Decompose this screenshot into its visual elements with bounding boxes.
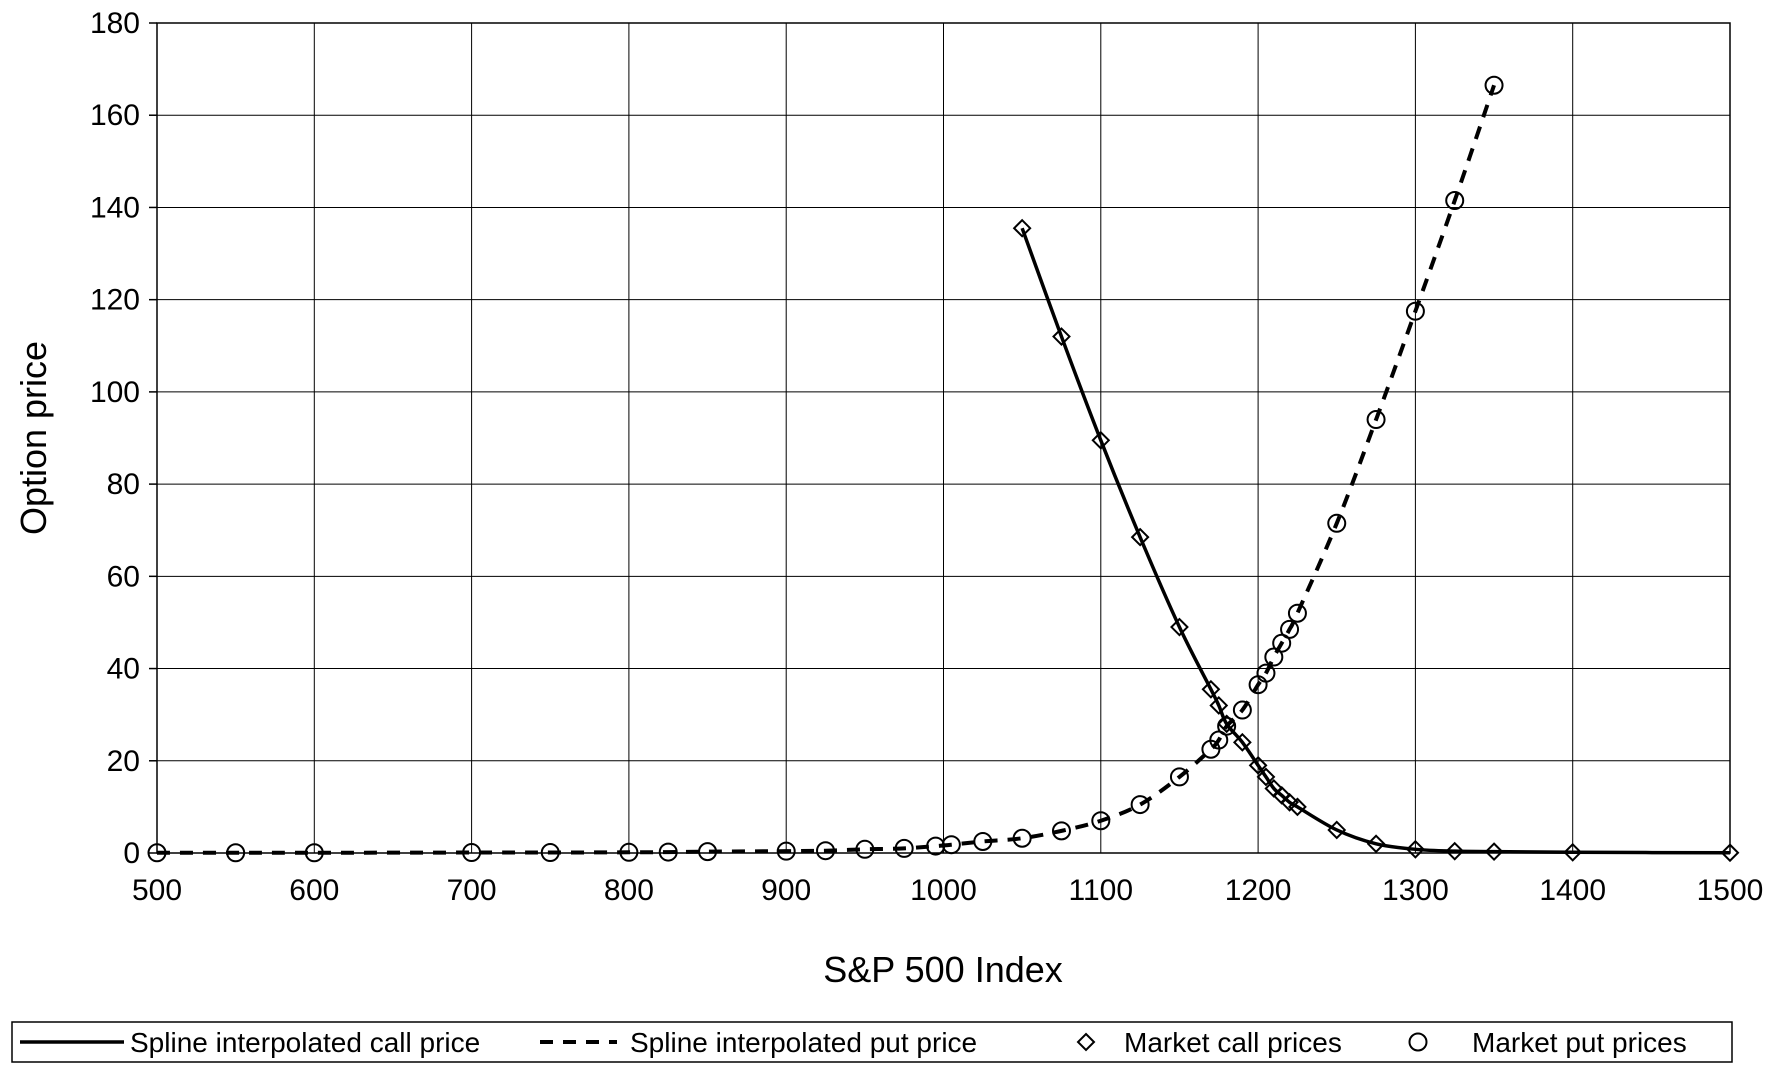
market-call-price-point — [1232, 732, 1252, 752]
market-call-price-point — [1170, 617, 1189, 637]
market-put-price-point — [1217, 716, 1237, 736]
market-call-price-point — [1563, 842, 1583, 862]
y-tick-label: 160 — [90, 99, 140, 132]
market-put-price-point — [1280, 619, 1300, 639]
market-put-price-point — [1327, 513, 1347, 533]
market-put-price-point — [1232, 700, 1252, 720]
market-call-price-point — [1445, 841, 1465, 861]
market-put-price-point — [1051, 821, 1071, 841]
market-put-price-point — [658, 842, 678, 862]
tick-labels: 500 600 700 800 900 1000 1100 1200 1300 1400 1500 0… — [90, 7, 1763, 907]
market-put-price-point — [1012, 828, 1032, 848]
x-tick-label: 1300 — [1382, 874, 1449, 907]
market-call-price-point — [1217, 714, 1237, 734]
x-tick-label: 800 — [604, 874, 654, 907]
market-put-price-point — [1366, 410, 1386, 430]
x-axis-title: S&P 500 Index — [823, 949, 1063, 990]
y-tick-label: 40 — [107, 653, 140, 686]
market-call-price-point — [1209, 696, 1229, 715]
market-put-price-point — [1484, 75, 1504, 95]
market-call-price-point — [1248, 755, 1268, 775]
market-call-price-point — [1327, 820, 1347, 840]
y-tick-label: 120 — [90, 284, 140, 317]
market-put-price-point — [1264, 647, 1284, 667]
legend-label: Market put prices — [1472, 1027, 1687, 1058]
market-call-price-point — [1130, 527, 1150, 547]
market-put-price-point — [855, 839, 875, 859]
market-call-price-point — [1720, 843, 1740, 863]
market-put-price-point — [1130, 795, 1150, 815]
market-call-price-point — [1280, 792, 1299, 812]
market-call-price-point — [1405, 839, 1425, 859]
x-tick-label: 1100 — [1069, 874, 1134, 907]
market-call-price-point — [1012, 218, 1032, 238]
market-put-price-point — [1169, 767, 1189, 787]
market-put-price-point — [1091, 811, 1111, 831]
market-call-price-point — [1256, 767, 1276, 787]
market-put-price-point — [698, 842, 718, 862]
x-tick-label: 600 — [289, 874, 339, 907]
x-tick-label: 700 — [447, 874, 497, 907]
market-put-price-point — [926, 836, 946, 856]
legend-put-marker-sample — [1408, 1032, 1428, 1052]
market-put-price-point — [776, 841, 796, 861]
x-tick-label: 500 — [132, 874, 182, 907]
market-put-price-point — [1272, 633, 1292, 653]
legend-call-marker-sample — [1076, 1032, 1096, 1052]
market-put-price-point — [1445, 191, 1465, 211]
legend-label: Spline interpolated call price — [130, 1027, 480, 1058]
x-tick-label: 1400 — [1539, 874, 1606, 907]
x-tick-label: 1200 — [1225, 874, 1292, 907]
y-tick-label: 60 — [107, 560, 140, 593]
market-call-price-point — [1201, 679, 1221, 699]
y-tick-label: 100 — [90, 376, 140, 409]
market-call-price-point — [1052, 327, 1071, 346]
market-call-price-point — [1366, 834, 1386, 854]
market-put-price-point — [1256, 663, 1276, 683]
y-tick-label: 20 — [107, 745, 140, 778]
y-tick-label: 180 — [90, 7, 140, 40]
legend-box — [11, 1021, 1733, 1063]
y-axis-title: Option price — [13, 341, 54, 535]
market-put-price-point — [1209, 730, 1229, 750]
x-tick-label: 900 — [761, 874, 811, 907]
y-tick-label: 80 — [107, 468, 140, 501]
market-put-price-point — [973, 831, 993, 851]
market-call-price-point — [1091, 430, 1111, 450]
plot-area-frame — [156, 22, 1731, 854]
x-tick-label: 1000 — [910, 874, 977, 907]
market-call-price-point — [1288, 797, 1307, 817]
call-price-spline-line — [1020, 227, 1731, 855]
y-tick-label: 0 — [123, 837, 140, 870]
legend: Spline interpolated call price Spline int… — [11, 1021, 1733, 1063]
market-put-price-point — [894, 838, 914, 858]
legend-label: Spline interpolated put price — [630, 1027, 977, 1058]
market-put-price-point — [816, 841, 836, 861]
market-put-price-point — [1405, 301, 1425, 321]
y-tick-label: 140 — [90, 191, 140, 224]
market-put-price-point — [1287, 603, 1307, 623]
x-tick-label: 1500 — [1697, 874, 1764, 907]
legend-label: Market call prices — [1124, 1027, 1342, 1058]
market-call-price-point — [1484, 842, 1504, 862]
